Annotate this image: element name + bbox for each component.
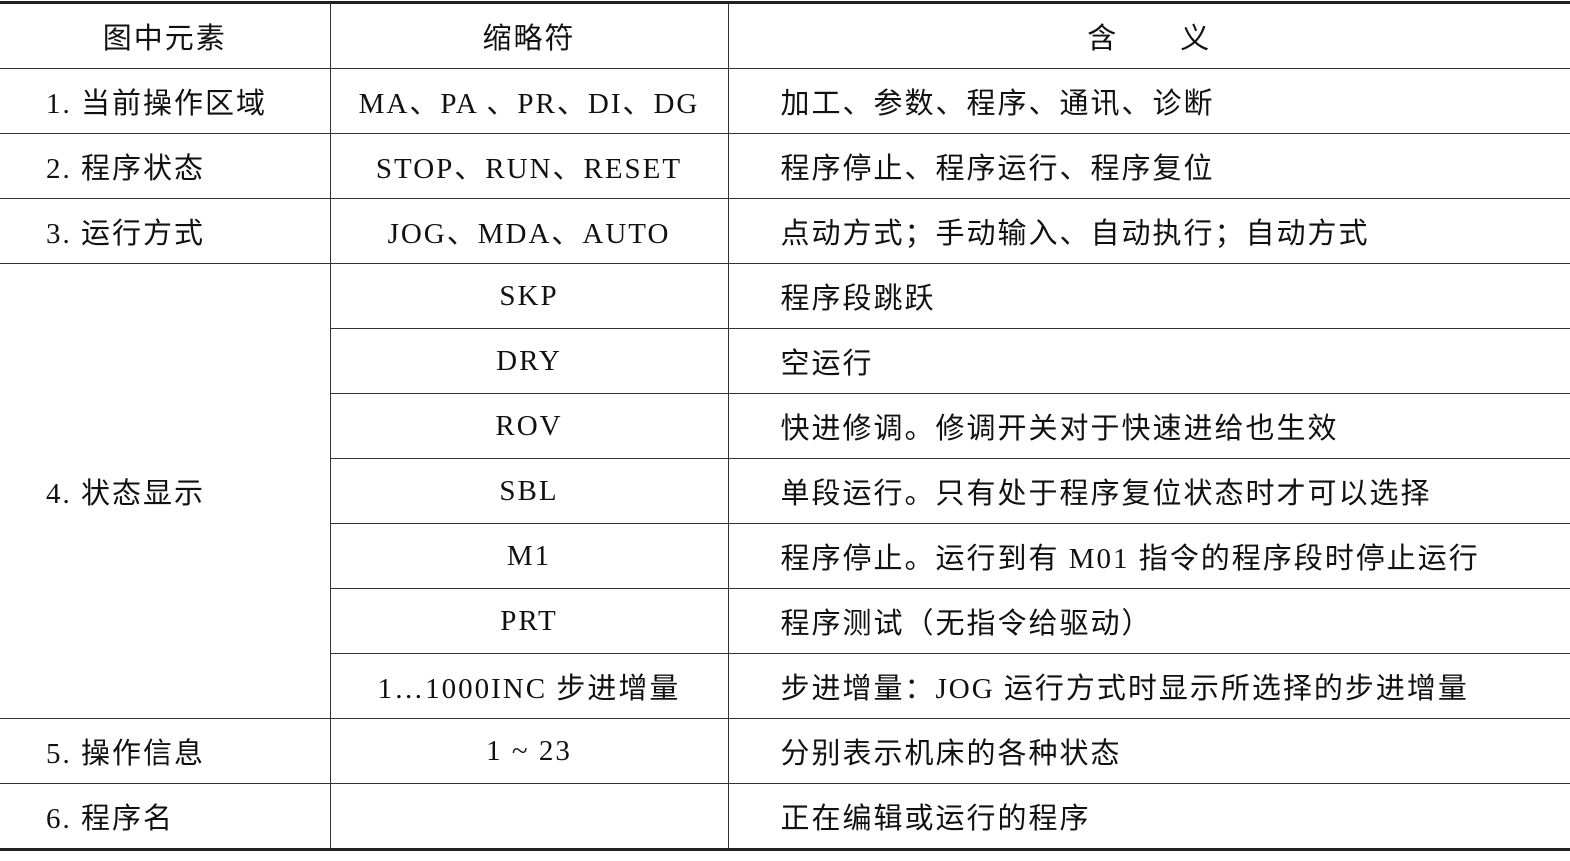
table-row: 3. 运行方式 JOG、MDA、AUTO 点动方式；手动输入、自动执行；自动方式 [0,198,1570,264]
cell-meaning: 分别表示机床的各种状态 [727,718,1570,784]
cell-element: 4. 状态显示 [0,263,331,719]
cell-abbr: ROV [330,393,729,459]
cell-abbr: JOG、MDA、AUTO [329,198,729,264]
cell-element: 2. 程序状态 [0,133,331,199]
cell-meaning: 步进增量：JOG 运行方式时显示所选择的步进增量 [727,653,1570,719]
table-row: 1. 当前操作区域 MA、PA 、PR、DI、DG 加工、参数、程序、通讯、诊断 [0,68,1570,134]
cell-abbr: M1 [330,523,729,589]
table-row: M1 程序停止。运行到有 M01 指令的程序段时停止运行 [0,523,1570,589]
table-row: 5. 操作信息 1 ~ 23 分别表示机床的各种状态 [0,718,1570,784]
cell-meaning: 程序停止、程序运行、程序复位 [727,133,1570,199]
cell-meaning: 空运行 [727,328,1570,394]
header-abbr: 缩略符 [329,2,729,69]
cell-abbr: MA、PA 、PR、DI、DG [329,68,729,134]
cell-element: 5. 操作信息 [0,718,331,784]
table-row: 6. 程序名 正在编辑或运行的程序 [0,783,1570,850]
cell-meaning: 单段运行。只有处于程序复位状态时才可以选择 [727,458,1570,524]
cell-abbr: DRY [330,328,729,394]
table-row: 4. 状态显示 SKP 程序段跳跃 [0,263,1570,719]
table-row: PRT 程序测试（无指令给驱动） [0,588,1570,654]
header-meaning: 含 义 [727,2,1570,69]
cell-abbr: PRT [330,588,729,654]
cell-meaning: 快进修调。修调开关对于快速进给也生效 [727,393,1570,459]
cell-abbr: SBL [330,458,729,524]
cell-abbr: 1 ~ 23 [329,718,729,784]
cell-element: 6. 程序名 [0,783,331,850]
header-element: 图中元素 [0,2,331,69]
table-row: DRY 空运行 [0,328,1570,394]
cell-meaning: 程序测试（无指令给驱动） [727,588,1570,654]
cell-meaning: 程序停止。运行到有 M01 指令的程序段时停止运行 [727,523,1570,589]
cell-meaning: 正在编辑或运行的程序 [727,783,1570,850]
cell-abbr: 1…1000INC 步进增量 [330,653,729,719]
table-row: ROV 快进修调。修调开关对于快速进给也生效 [0,393,1570,459]
cell-abbr: STOP、RUN、RESET [329,133,729,199]
cell-element: 1. 当前操作区域 [0,68,331,134]
cell-abbr [329,783,729,850]
table-row: 1…1000INC 步进增量 步进增量：JOG 运行方式时显示所选择的步进增量 [0,653,1570,719]
table-header-row: 图中元素 缩略符 含 义 [0,2,1570,69]
table-row: SBL 单段运行。只有处于程序复位状态时才可以选择 [0,458,1570,524]
cell-meaning: 加工、参数、程序、通讯、诊断 [727,68,1570,134]
cell-meaning: 点动方式；手动输入、自动执行；自动方式 [727,198,1570,264]
cell-meaning: 程序段跳跃 [727,263,1570,329]
table-row: 2. 程序状态 STOP、RUN、RESET 程序停止、程序运行、程序复位 [0,133,1570,199]
cell-element: 3. 运行方式 [0,198,331,264]
cell-abbr: SKP [329,263,729,329]
